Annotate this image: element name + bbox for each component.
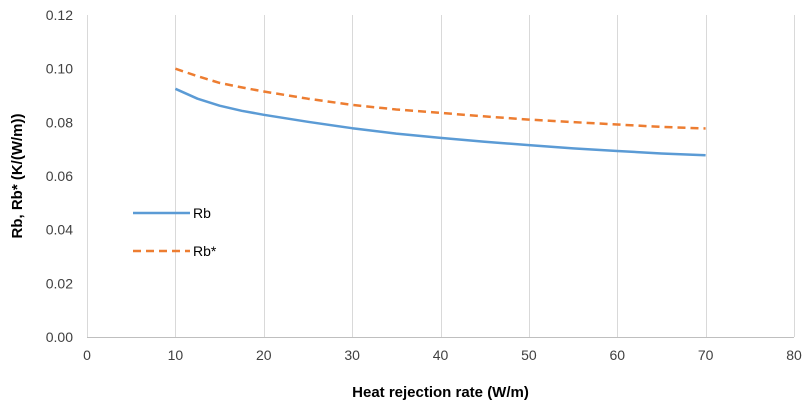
- legend-label: Rb: [193, 205, 211, 221]
- y-tick-label: 0.08: [46, 114, 73, 130]
- x-tick-label: 50: [521, 347, 537, 363]
- x-tick-label: 80: [786, 347, 802, 363]
- x-tick-label: 0: [83, 347, 91, 363]
- axis-layer: 0 10 20 30 40 50 60 70 80 0.00 0.02 0.04 0.06 0.08 0.1…: [46, 7, 802, 363]
- x-axis-title: Heat rejection rate (W/m): [352, 384, 529, 401]
- y-tick-label: 0.02: [46, 275, 73, 291]
- y-tick-label: 0.04: [46, 222, 73, 238]
- series-layer: [174, 67, 706, 157]
- series-line-rb: [174, 87, 706, 157]
- y-tick-label: 0.00: [46, 329, 73, 345]
- x-tick-label: 40: [433, 347, 449, 363]
- legend-label: Rb*: [193, 243, 217, 259]
- x-tick-label: 30: [344, 347, 360, 363]
- y-tick-label: 0.10: [46, 61, 73, 77]
- x-tick-label: 20: [256, 347, 272, 363]
- y-tick-label: 0.12: [46, 7, 73, 23]
- y-axis-title: Rb, Rb* (K/(W/m)): [9, 114, 26, 239]
- x-tick-label: 70: [698, 347, 714, 363]
- x-tick-label: 60: [609, 347, 625, 363]
- y-tick-label: 0.06: [46, 168, 73, 184]
- series-line-rb-star: [174, 67, 706, 130]
- legend: Rb Rb*: [133, 205, 217, 259]
- x-tick-label: 10: [168, 347, 184, 363]
- grid-layer: [87, 15, 795, 337]
